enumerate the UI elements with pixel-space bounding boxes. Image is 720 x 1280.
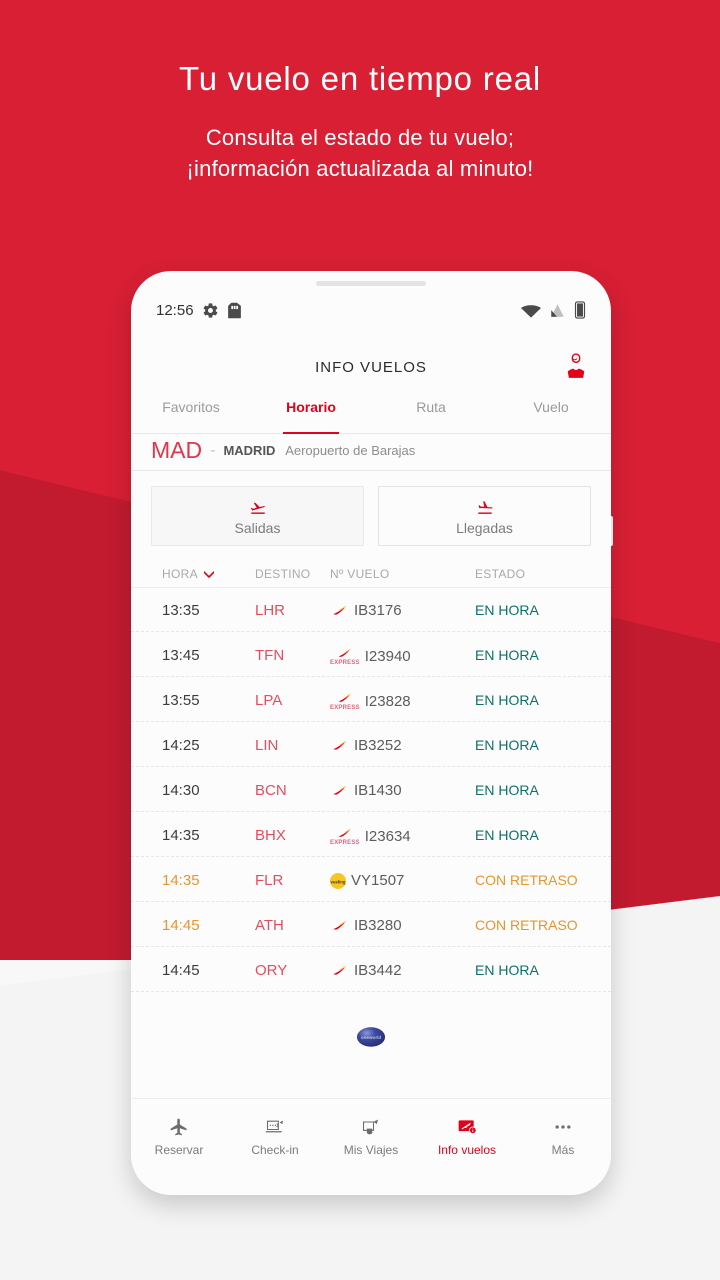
svg-text:vueling: vueling — [330, 879, 345, 884]
svg-text:oneworld: oneworld — [361, 1035, 382, 1040]
